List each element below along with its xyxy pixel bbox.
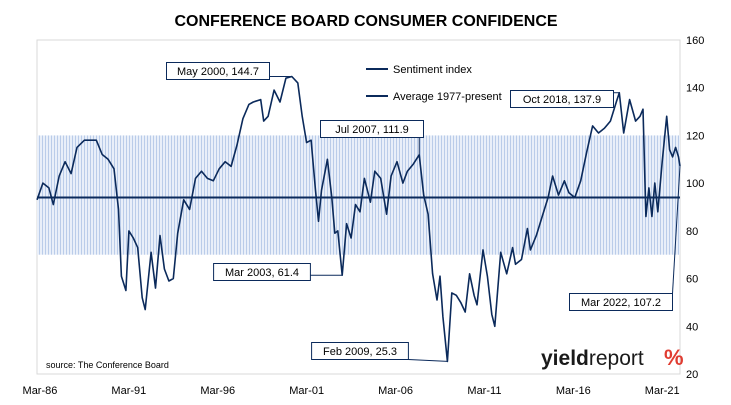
annotation-label: Oct 2018, 137.9 — [523, 94, 601, 106]
x-tick-label: Mar-06 — [378, 385, 413, 397]
x-tick-label: Mar-96 — [200, 385, 235, 397]
chart-title: CONFERENCE BOARD CONSUMER CONFIDENCE — [174, 13, 557, 30]
annotation-label: Mar 2022, 107.2 — [581, 297, 661, 309]
y-tick-label: 160 — [686, 35, 704, 47]
x-tick-label: Mar-21 — [645, 385, 680, 397]
brand-wordmark: yieldreport — [541, 347, 644, 370]
legend-label-sentiment: Sentiment index — [393, 64, 472, 76]
brand-wordmark-yield: yield — [541, 347, 589, 370]
x-tick-label: Mar-16 — [556, 385, 591, 397]
brand-logo: yieldreport % — [541, 345, 684, 370]
annotation-leaders — [269, 76, 681, 362]
y-tick-label: 20 — [686, 369, 698, 381]
y-tick-label: 100 — [686, 178, 704, 190]
sentiment-line — [36, 75, 681, 363]
y-tick-label: 120 — [686, 130, 704, 142]
x-tick-label: Mar-86 — [23, 385, 58, 397]
y-tick-label: 80 — [686, 226, 698, 238]
sentiment-line-group — [36, 75, 681, 363]
annotation-label: Feb 2009, 25.3 — [323, 346, 397, 358]
legend-label-average: Average 1977-present — [393, 91, 502, 103]
brand-wordmark-report: report — [589, 347, 644, 370]
annotation-box — [311, 342, 409, 360]
annotation-labels: May 2000, 144.7 Oct 2018, 137.9 Jul 2007, … — [166, 62, 673, 360]
annotation-leader — [408, 359, 448, 362]
annotation-leader — [672, 165, 681, 294]
annotation-box — [569, 293, 673, 311]
x-tick-label: Mar-01 — [289, 385, 324, 397]
y-tick-label: 60 — [686, 274, 698, 286]
y-tick-label: 140 — [686, 83, 704, 95]
y-axis: 20 40 60 80 100 120 140 160 — [686, 35, 704, 381]
y-tick-label: 40 — [686, 321, 698, 333]
x-tick-label: Mar-91 — [111, 385, 146, 397]
annotation-box — [320, 120, 424, 138]
annotation-box — [213, 263, 311, 281]
annotation-box — [510, 90, 614, 108]
legend: Sentiment index Average 1977-present — [366, 64, 502, 103]
x-axis: Mar-86 Mar-91 Mar-96 Mar-01 Mar-06 Mar-11 Mar-… — [23, 385, 680, 397]
x-tick-label: Mar-11 — [467, 385, 501, 397]
annotation-box — [166, 62, 270, 80]
annotation-label: Mar 2003, 61.4 — [225, 267, 299, 279]
brand-percent-icon: % — [664, 345, 684, 370]
annotation-label: Jul 2007, 111.9 — [335, 124, 409, 136]
source-note: source: The Conference Board — [46, 360, 169, 370]
annotation-label: May 2000, 144.7 — [177, 66, 259, 78]
